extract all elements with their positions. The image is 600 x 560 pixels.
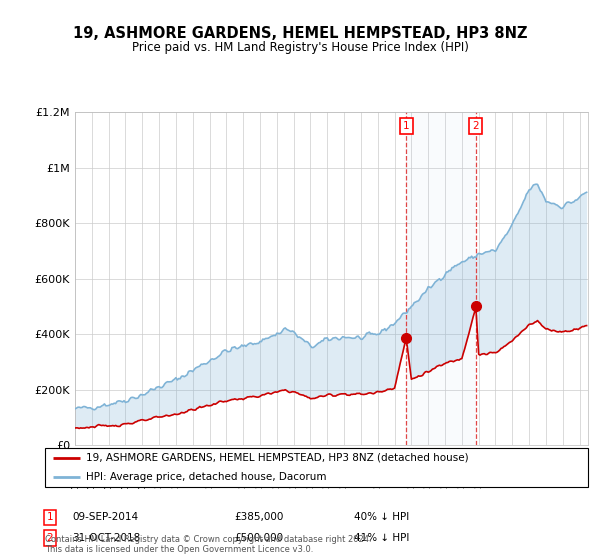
Bar (406, 112, 476, 445)
Text: 2: 2 (46, 533, 53, 543)
Text: 1996: 1996 (88, 465, 97, 488)
Text: 2003: 2003 (205, 465, 214, 488)
Text: 19, ASHMORE GARDENS, HEMEL HEMPSTEAD, HP3 8NZ: 19, ASHMORE GARDENS, HEMEL HEMPSTEAD, HP… (73, 26, 527, 41)
Text: 2009: 2009 (306, 465, 315, 488)
Text: 09-SEP-2014: 09-SEP-2014 (72, 512, 138, 522)
Text: 2020: 2020 (491, 465, 500, 487)
Text: 2025: 2025 (575, 465, 584, 487)
Text: 2007: 2007 (272, 465, 281, 488)
Text: 2010: 2010 (323, 465, 332, 488)
Text: 1998: 1998 (121, 465, 130, 488)
Text: 41% ↓ HPI: 41% ↓ HPI (354, 533, 409, 543)
Text: 2011: 2011 (340, 465, 349, 488)
Text: 2012: 2012 (356, 465, 365, 487)
Text: 2019: 2019 (474, 465, 483, 488)
Text: 2013: 2013 (373, 465, 382, 488)
Text: 2001: 2001 (172, 465, 181, 488)
Text: 1997: 1997 (104, 465, 113, 488)
Text: 2004: 2004 (222, 465, 231, 487)
Text: 1995: 1995 (71, 465, 79, 488)
Text: 31-OCT-2018: 31-OCT-2018 (72, 533, 140, 543)
Text: 2015: 2015 (407, 465, 416, 488)
Text: 2022: 2022 (524, 465, 533, 487)
Text: £385,000: £385,000 (234, 512, 283, 522)
Text: £500,000: £500,000 (234, 533, 283, 543)
Text: HPI: Average price, detached house, Dacorum: HPI: Average price, detached house, Daco… (86, 473, 326, 482)
Text: 2014: 2014 (390, 465, 399, 487)
Text: 1: 1 (46, 512, 53, 522)
Text: 2002: 2002 (188, 465, 197, 487)
Text: 40% ↓ HPI: 40% ↓ HPI (354, 512, 409, 522)
Text: Contains HM Land Registry data © Crown copyright and database right 2024.
This d: Contains HM Land Registry data © Crown c… (45, 535, 371, 554)
Text: 1999: 1999 (138, 465, 147, 488)
Text: 2021: 2021 (508, 465, 517, 487)
Text: 2006: 2006 (256, 465, 265, 488)
Text: 2008: 2008 (289, 465, 298, 488)
Text: 1: 1 (403, 121, 409, 131)
Text: 2024: 2024 (558, 465, 567, 487)
Text: 2023: 2023 (541, 465, 550, 487)
Text: Price paid vs. HM Land Registry's House Price Index (HPI): Price paid vs. HM Land Registry's House … (131, 40, 469, 54)
Text: 19, ASHMORE GARDENS, HEMEL HEMPSTEAD, HP3 8NZ (detached house): 19, ASHMORE GARDENS, HEMEL HEMPSTEAD, HP… (86, 453, 469, 463)
Text: 2017: 2017 (440, 465, 449, 488)
Text: 2000: 2000 (155, 465, 164, 488)
Text: 2005: 2005 (239, 465, 248, 488)
Text: 2: 2 (473, 121, 479, 131)
Text: 2018: 2018 (457, 465, 466, 488)
Text: 2016: 2016 (424, 465, 433, 488)
